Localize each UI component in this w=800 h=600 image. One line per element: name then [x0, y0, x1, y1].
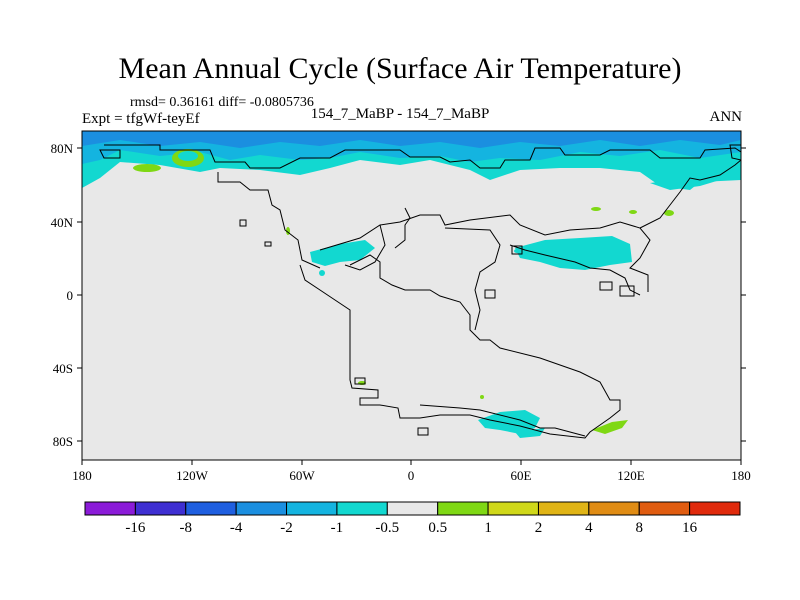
island-2 — [264, 241, 272, 247]
lat-tick-0: 0 — [67, 288, 74, 303]
lon-tick-60w: 60W — [289, 468, 315, 483]
colorbar-label: -4 — [230, 520, 243, 536]
colorbar-label: 1 — [484, 520, 492, 536]
north-coast-2 — [217, 172, 321, 269]
colorbar-box — [588, 501, 640, 516]
lat-tick-80s: 80S — [53, 434, 73, 449]
colorbar-label: -0.5 — [375, 520, 399, 536]
colorbar-box — [689, 501, 741, 516]
experiment-label: Expt = tfgWf-teyEf — [82, 111, 200, 127]
greenland-cyan — [178, 151, 198, 161]
colorbar-label: 8 — [635, 520, 643, 536]
colorbar-label: 0.5 — [428, 520, 447, 536]
island-7 — [619, 285, 635, 297]
colorbar-box — [286, 501, 338, 516]
cross-line — [394, 207, 411, 249]
asia-green-3 — [664, 210, 674, 216]
asia-cyan-2 — [650, 178, 720, 190]
lon-tick-180e: 180 — [731, 468, 751, 483]
colorbar-box — [386, 501, 439, 516]
colorbar-box — [638, 501, 691, 516]
cyan-dot-2 — [514, 249, 520, 253]
antarctic-green — [592, 420, 628, 434]
colorbar-label: -16 — [125, 520, 145, 536]
lat-tick-80n: 80N — [51, 141, 74, 156]
anomaly-field — [82, 131, 741, 438]
asia-green — [591, 207, 601, 211]
colorbar-box — [437, 501, 489, 516]
lon-tick-60e: 60E — [511, 468, 532, 483]
colorbar-box — [235, 501, 288, 516]
colorbar-box — [487, 501, 539, 516]
north-coast — [104, 144, 741, 169]
colorbar-label: 16 — [682, 520, 698, 536]
axis-ticks — [77, 147, 746, 465]
polar-deep-blue — [82, 131, 741, 148]
south-america — [419, 404, 586, 437]
chart-title: Mean Annual Cycle (Surface Air Temperatu… — [118, 52, 682, 85]
lon-tick-0: 0 — [408, 468, 415, 483]
colorbar-label: -8 — [180, 520, 193, 536]
colorbar-label: 2 — [535, 520, 543, 536]
colorbar-box — [185, 501, 237, 516]
island-8 — [484, 289, 496, 299]
antarctic-cyan — [478, 410, 540, 434]
tethys-north — [319, 214, 651, 292]
colorbar-box — [134, 501, 187, 516]
lon-tick-120e: 120E — [617, 468, 645, 483]
lon-tick-120w: 120W — [176, 468, 209, 483]
arctic-green-2 — [133, 164, 161, 172]
arctic-island — [99, 149, 121, 159]
colorbar-label: -1 — [331, 520, 344, 536]
south-green — [480, 395, 484, 399]
stats-text: rmsd= 0.36161 diff= -0.0805736 — [130, 95, 314, 110]
namerica-coast — [344, 224, 386, 271]
island-4 — [417, 427, 429, 436]
asia-green-2 — [629, 210, 637, 214]
season-label: ANN — [709, 109, 743, 125]
colorbar: -16 -8 -4 -2 -1 -0.5 0.5 1 2 4 8 16 — [84, 501, 741, 536]
inner-lines — [444, 227, 501, 331]
colorbar-box — [336, 501, 388, 516]
colorbar-label: -2 — [280, 520, 293, 536]
africa — [299, 254, 621, 439]
island-3 — [511, 245, 523, 255]
island-1 — [239, 219, 247, 227]
island-5 — [354, 377, 366, 385]
asia-cyan — [515, 236, 632, 270]
map-background — [82, 131, 741, 460]
lat-tick-40n: 40N — [51, 215, 74, 230]
colorbar-label: 4 — [585, 520, 593, 536]
arctic-island-2 — [729, 144, 741, 161]
case-label: 154_7_MaBP - 154_7_MaBP — [310, 106, 490, 122]
lat-tick-40s: 40S — [53, 361, 73, 376]
island-6 — [599, 281, 613, 291]
colorbar-box — [537, 501, 590, 516]
tethys-cyan — [310, 240, 375, 266]
colorbar-box — [84, 501, 136, 516]
lon-tick-180w: 180 — [72, 468, 92, 483]
cyan-dot-1 — [319, 270, 325, 276]
asia-east — [639, 159, 741, 229]
coastlines — [99, 144, 741, 439]
